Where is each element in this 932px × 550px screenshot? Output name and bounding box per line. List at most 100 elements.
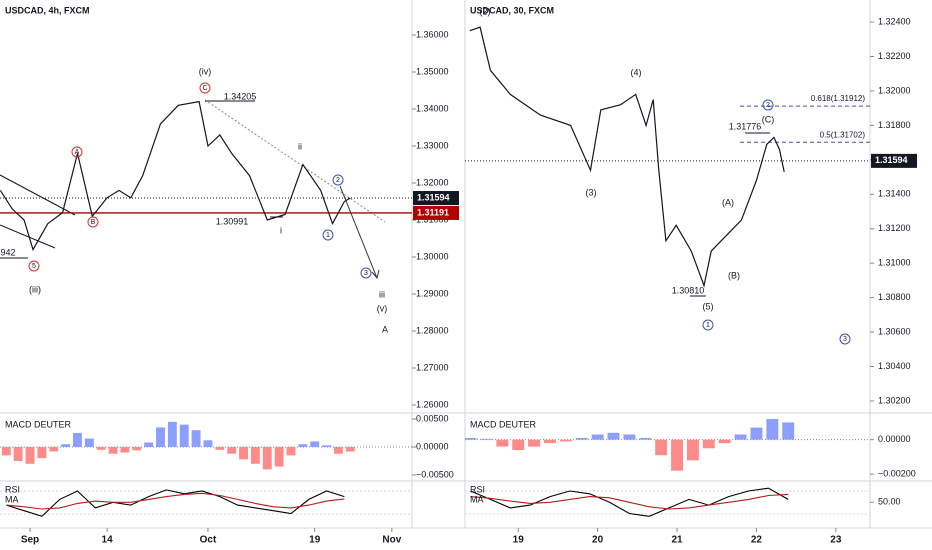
wave-circle	[28, 260, 40, 272]
y-tick-label: −0.00200	[878, 469, 916, 479]
annotation: (iv)	[199, 66, 212, 76]
histogram-bar	[322, 445, 332, 447]
price-line	[6, 492, 345, 510]
wave-circle	[762, 99, 774, 111]
legend-entry: MA	[470, 494, 484, 504]
histogram-bar	[144, 442, 154, 447]
histogram-bar	[718, 439, 731, 444]
histogram-bar	[734, 434, 747, 440]
x-tick-label: 19	[309, 535, 321, 546]
price-box	[413, 191, 459, 206]
panel-title: MACD DEUTER	[470, 419, 537, 429]
annotation: 1.34205	[224, 91, 257, 101]
panel-title: USDCAD, 4h, FXCM	[5, 5, 90, 15]
annotation: i	[280, 225, 282, 235]
annotation: A	[382, 324, 388, 334]
plot	[470, 487, 789, 517]
histogram-bar	[73, 433, 82, 447]
legend-entry: RSI	[470, 484, 485, 494]
price-line	[469, 26, 785, 288]
wave-circle	[199, 82, 211, 94]
annotation: C	[202, 85, 207, 92]
annotation: iii	[379, 289, 385, 299]
y-tick-label: 1.32200	[878, 51, 911, 61]
price-line	[470, 493, 789, 510]
y-tick-label: 1.32000	[416, 177, 449, 187]
histogram-bar	[671, 439, 683, 471]
histogram-bar	[465, 437, 477, 440]
histogram-bar	[286, 447, 296, 456]
histogram-bar	[156, 427, 165, 447]
y-tick-label: 0.00000	[878, 434, 911, 444]
histogram-bar	[559, 439, 572, 442]
y-tick-label: 1.30800	[878, 292, 911, 302]
annotation: (B)	[728, 270, 740, 280]
histogram-bar	[132, 447, 142, 451]
y-tick-label: 0.00000	[416, 441, 449, 451]
annotation: 3	[364, 270, 368, 277]
legend-entry: MA	[5, 494, 19, 504]
wave-circle	[322, 229, 334, 241]
histogram-bar	[782, 422, 795, 440]
histogram-bar	[702, 439, 715, 449]
histogram-bar	[227, 447, 237, 454]
fib-label: 0.618(1.31912)	[811, 94, 866, 103]
annotation: 1.30991	[216, 216, 249, 226]
histogram-bar	[215, 447, 225, 450]
histogram-bar	[191, 430, 201, 447]
price-box-label: 1.31594	[417, 192, 450, 202]
wave-circle	[71, 146, 83, 158]
histogram-bar	[298, 444, 308, 447]
histogram-bar	[345, 447, 355, 452]
wave-circle	[360, 267, 372, 279]
annotation: B	[91, 219, 96, 226]
y-tick-label: 1.35000	[416, 66, 449, 76]
price-line	[6, 489, 345, 517]
annotation: (5)	[703, 301, 714, 311]
trendline	[204, 99, 386, 223]
y-tick-label: 1.31400	[878, 189, 911, 199]
histogram-bar	[96, 447, 106, 450]
x-tick-label: 14	[102, 535, 114, 546]
y-tick-label: 1.36000	[416, 29, 449, 39]
x-tick-label: 21	[671, 535, 683, 546]
y-tick-label: 1.31200	[878, 223, 911, 233]
annotation: (v)	[377, 303, 388, 313]
histogram-bar	[766, 418, 779, 440]
annotation: (2)	[480, 6, 491, 16]
histogram-bar	[167, 421, 177, 447]
y-tick-label: 1.27000	[416, 362, 449, 372]
histogram-bar	[575, 437, 588, 440]
histogram-bar	[591, 434, 604, 440]
fib-label: 0.5(1.31702)	[820, 130, 866, 139]
histogram-bar	[686, 439, 699, 461]
arrow-head	[371, 269, 380, 280]
layout	[0, 0, 932, 529]
histogram-bar	[120, 447, 130, 453]
y-tick-label: 1.32400	[878, 16, 911, 26]
plot	[465, 418, 870, 471]
histogram-bar	[37, 447, 47, 459]
histogram-bar	[262, 447, 272, 470]
histogram-bar	[84, 438, 94, 447]
histogram-bar	[61, 444, 71, 447]
annotation: (A)	[722, 197, 734, 207]
histogram-bar	[334, 447, 343, 454]
histogram-bar	[239, 447, 248, 460]
wave-circle	[87, 216, 99, 228]
x-tick-label: 23	[830, 535, 842, 546]
histogram-bar	[623, 434, 636, 440]
annotation: 2	[766, 102, 770, 109]
y-tick-label: 1.31800	[878, 120, 911, 130]
y-tick-label: 0.00500	[416, 413, 449, 423]
arrow	[339, 185, 378, 279]
annotation: (C)	[762, 114, 775, 124]
y-tick-label: 1.30000	[416, 251, 449, 261]
y-tick-label: 1.30600	[878, 326, 911, 336]
annotation: 1	[706, 322, 710, 329]
histogram-bar	[310, 441, 320, 447]
x-tick-label: 22	[751, 535, 763, 546]
panel-title: USDCAD, 30, FXCM	[470, 5, 554, 15]
y-tick-label: 1.30400	[878, 361, 911, 371]
x-tick-label: Nov	[382, 535, 401, 546]
